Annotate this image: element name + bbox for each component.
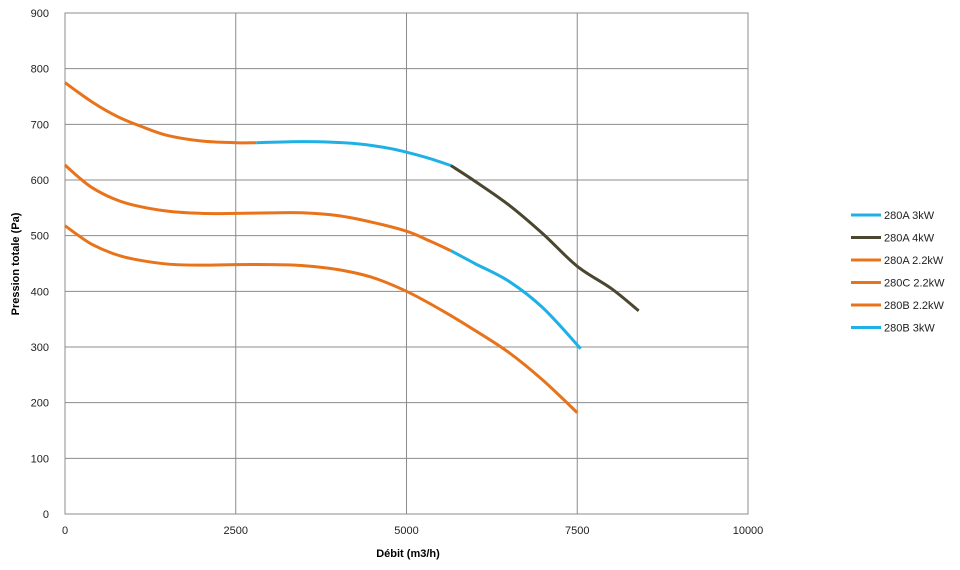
legend-label: 280C 2.2kW <box>884 278 945 290</box>
y-tick-label: 800 <box>31 64 49 76</box>
x-tick-label: 2500 <box>224 525 248 537</box>
x-tick-label: 5000 <box>394 525 418 537</box>
x-tick-label: 0 <box>62 525 68 537</box>
series-line-280c-2-2kw <box>63 163 452 253</box>
plot-border <box>64 12 749 515</box>
y-tick-label: 500 <box>31 231 49 243</box>
legend-label: 280B 2.2kW <box>884 300 945 312</box>
series-line-280a-3kw <box>256 140 452 167</box>
y-tick-label: 700 <box>31 119 49 131</box>
legend-label: 280A 3kW <box>884 210 935 222</box>
y-tick-label: 400 <box>31 286 49 298</box>
series-line-280b-2-2kw <box>64 224 579 414</box>
x-axis-title: Débit (m3/h) <box>376 548 440 560</box>
series-line-280a-4kw <box>450 164 640 312</box>
legend-label: 280B 3kW <box>884 323 935 335</box>
x-axis-ticks: 0 2500 5000 7500 10000 <box>62 525 763 537</box>
series-lines <box>63 81 640 414</box>
x-tick-label: 10000 <box>733 525 764 537</box>
series-line-280a-2-2kw <box>64 81 257 145</box>
y-tick-label: 900 <box>31 8 49 20</box>
legend-label: 280A 2.2kW <box>884 255 944 267</box>
series-line-280b-3kw <box>450 249 582 350</box>
y-tick-label: 0 <box>43 509 49 521</box>
legend: 280A 3kW 280A 4kW 280A 2.2kW 280C 2.2kW 280B… <box>851 210 945 335</box>
y-axis-title: Pression totale (Pa) <box>10 212 22 315</box>
x-tick-label: 7500 <box>565 525 589 537</box>
plot-area-border <box>64 12 749 515</box>
y-axis-ticks: 0 100 200 300 400 500 600 700 800 900 <box>31 8 49 521</box>
y-tick-label: 600 <box>31 175 49 187</box>
y-tick-label: 300 <box>31 342 49 354</box>
legend-label: 280A 4kW <box>884 233 935 245</box>
y-tick-label: 100 <box>31 453 49 465</box>
y-tick-label: 200 <box>31 398 49 410</box>
